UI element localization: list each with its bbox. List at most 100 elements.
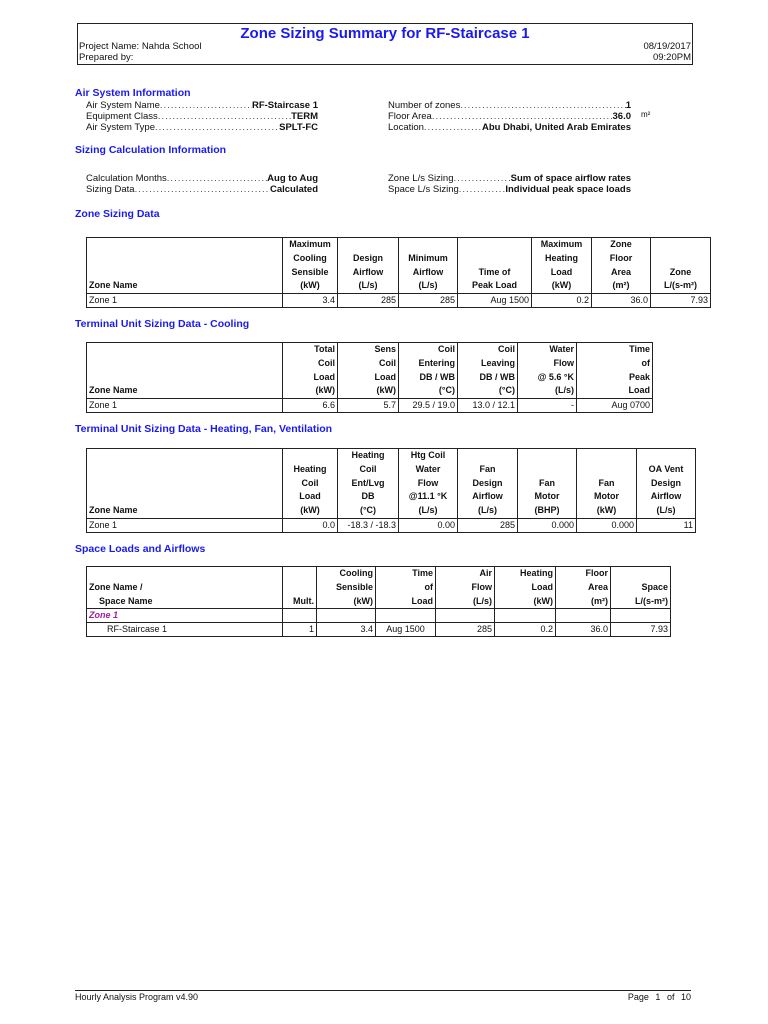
report-date: 08/19/2017 <box>643 41 691 52</box>
data-table: Zone Name Heating Coil Load (kW) Heating C… <box>86 448 696 533</box>
sizing-calc-heading: Sizing Calculation Information <box>75 144 227 156</box>
info-line: Number of zones 1 <box>388 100 631 111</box>
column-header: Time of Peak Load <box>457 236 532 295</box>
table-cell: 1 <box>282 622 317 638</box>
info-label: Zone L/s Sizing <box>388 173 454 184</box>
air-system-heading: Air System Information <box>75 87 191 99</box>
info-label: Space L/s Sizing <box>388 184 459 195</box>
table-cell: 6.6 <box>282 398 338 414</box>
info-label: Number of zones <box>388 100 461 111</box>
table-cell <box>610 608 671 624</box>
info-line: Location Abu Dhabi, United Arab Emirates <box>388 122 631 133</box>
table-cell: 0.000 <box>576 517 637 533</box>
page-label: Page <box>627 992 649 1002</box>
table-row: Zone 1 6.6 5.7 29.5 / 19.0 13.0 / 12.1- Aug 0… <box>86 398 653 414</box>
table-cell: 285 <box>398 293 458 309</box>
column-header: Maximum Heating Load (kW) <box>531 236 592 295</box>
column-header: Zone Floor Area (m²) <box>591 236 651 295</box>
column-header: Air Flow (L/s) <box>435 565 495 610</box>
prepared-by: Prepared by: <box>79 52 134 63</box>
leader-dots <box>460 100 625 111</box>
table-cell: -18.3 / -18.3 <box>337 517 399 533</box>
table-cell <box>435 608 495 624</box>
table-cell: 29.5 / 19.0 <box>398 398 458 414</box>
table-cell <box>494 608 556 624</box>
page-current: 1 <box>655 992 661 1002</box>
table-cell: Aug 0700 <box>576 398 653 414</box>
column-header: OA Vent Design Airflow (L/s) <box>636 448 696 519</box>
table-cell: 13.0 / 12.1 <box>457 398 518 414</box>
report-header: Zone Sizing Summary for RF-Staircase 1 P… <box>77 23 693 65</box>
table-cell: Aug 1500 <box>457 293 532 309</box>
leader-dots <box>135 184 270 195</box>
data-table: Zone Name / Space Name Mult. Cooling Sensi… <box>86 565 671 638</box>
report-footer: Hourly Analysis Program v4.90 Page 1 of … <box>75 990 691 1002</box>
column-header: Coil Leaving DB / WB (°C) <box>457 341 518 400</box>
column-header: Water Flow @ 5.6 °K (L/s) <box>517 341 577 400</box>
leader-dots <box>158 111 291 122</box>
column-header: Time of Peak Load <box>576 341 653 400</box>
column-header: Fan Motor (kW) <box>576 448 637 519</box>
info-label: Sizing Data <box>86 184 135 195</box>
info-value: TERM <box>291 111 318 122</box>
column-header: Heating Coil Ent/Lvg DB (°C) <box>337 448 399 519</box>
column-header: Zone Name <box>86 341 283 400</box>
table-cell: 3.4 <box>316 622 376 638</box>
table-cell: 285 <box>337 293 399 309</box>
header-row: Zone Name Total Coil Load (kW) Sens Coil L… <box>86 341 653 400</box>
column-header: Minimum Airflow (L/s) <box>398 236 458 295</box>
program-name: Hourly Analysis Program v4.90 <box>75 992 199 1002</box>
table-cell: 0.000 <box>517 517 577 533</box>
table-cell <box>316 608 376 624</box>
table-heading: Terminal Unit Sizing Data - Cooling <box>75 318 250 330</box>
column-header: Heating Coil Load (kW) <box>282 448 338 519</box>
info-value: Abu Dhabi, United Arab Emirates <box>481 122 631 133</box>
page-total: 10 <box>680 992 691 1002</box>
table-cell: 36.0 <box>555 622 611 638</box>
info-value: Sum of space airflow rates <box>510 173 631 184</box>
data-table: Zone Name Maximum Cooling Sensible (kW) De… <box>86 236 711 309</box>
table-cell: 36.0 <box>591 293 651 309</box>
table-cell: 285 <box>457 517 518 533</box>
column-header: Time of Load <box>375 565 436 610</box>
info-label: Air System Type <box>86 122 155 133</box>
column-header: Cooling Sensible (kW) <box>316 565 376 610</box>
leader-dots <box>424 122 482 133</box>
column-header: Space L/(s-m²) <box>610 565 671 610</box>
info-line: Floor Area 36.0 <box>388 111 631 122</box>
column-header: Zone Name <box>86 448 283 519</box>
table-cell: Zone 1 <box>86 293 283 309</box>
data-table: Zone Name Total Coil Load (kW) Sens Coil L… <box>86 341 653 414</box>
column-header: Mult. <box>282 565 317 610</box>
column-header: Sens Coil Load (kW) <box>337 341 399 400</box>
report-time: 09:20PM <box>652 52 691 63</box>
leader-dots <box>167 173 267 184</box>
column-header: Maximum Cooling Sensible (kW) <box>282 236 338 295</box>
column-header: Fan Motor (BHP) <box>517 448 577 519</box>
info-value: SPLT-FC <box>279 122 318 133</box>
info-label: Location <box>388 122 424 133</box>
table-cell: 11 <box>636 517 696 533</box>
table-row: Zone 1 0.0 -18.3 / -18.3 0.00 285 0.000 0.000 1… <box>86 517 696 533</box>
table-cell: - <box>517 398 577 414</box>
column-header: Zone L/(s-m²) <box>650 236 711 295</box>
header-row: Zone Name Heating Coil Load (kW) Heating C… <box>86 448 696 519</box>
info-value: 1 <box>625 100 631 111</box>
info-line: Calculation Months Aug to Aug <box>86 173 318 184</box>
table-row: RF-Staircase 1 1 3.4 Aug 1500 285 0.2 36.0 7.93 <box>86 622 671 638</box>
column-header: Total Coil Load (kW) <box>282 341 338 400</box>
table-cell: 7.93 <box>650 293 711 309</box>
leader-dots <box>160 100 252 111</box>
info-value: Calculated <box>269 184 318 195</box>
info-label: Calculation Months <box>86 173 167 184</box>
table-cell <box>555 608 611 624</box>
info-label: Air System Name <box>86 100 160 111</box>
report-title: Zone Sizing Summary for RF-Staircase 1 <box>240 25 530 42</box>
header-row: Zone Name / Space Name Mult. Cooling Sensi… <box>86 565 671 610</box>
project-name: Project Name: Nahda School <box>79 41 202 52</box>
table-cell: Aug 1500 <box>375 622 436 638</box>
table-row: Zone 1 <box>86 608 671 624</box>
table-cell: Zone 1 <box>86 517 283 533</box>
page-number: Page 1 of 10 <box>628 992 691 1002</box>
info-value: Individual peak space loads <box>505 184 631 195</box>
